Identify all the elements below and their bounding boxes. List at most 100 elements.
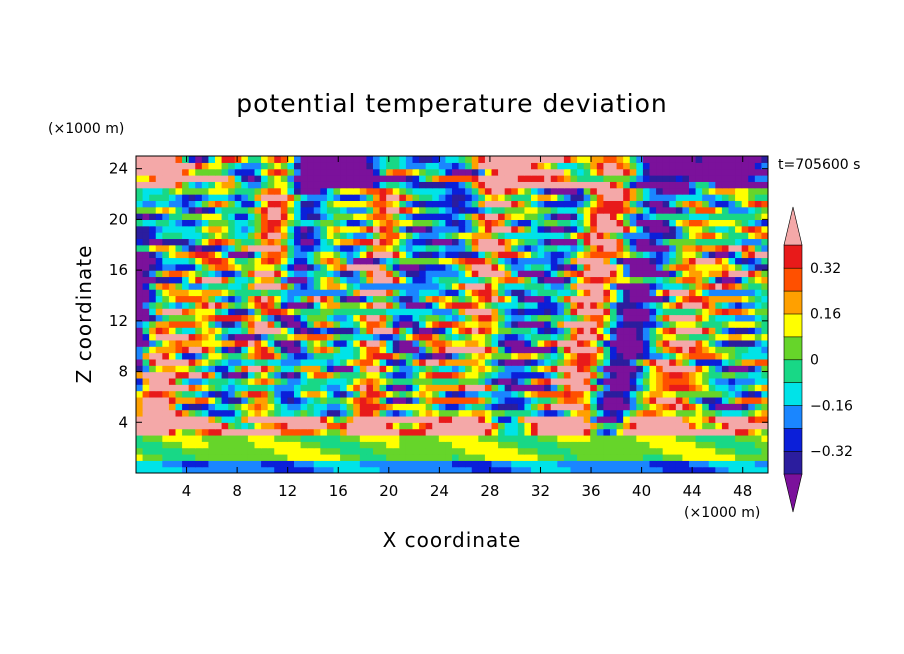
field-cell [511, 441, 519, 449]
field-cell [610, 453, 618, 461]
field-cell [340, 365, 348, 373]
field-cell [320, 270, 328, 278]
field-cell [294, 377, 302, 385]
field-cell [267, 320, 275, 328]
field-cell [221, 225, 229, 233]
field-cell [458, 428, 466, 436]
field-cell [656, 352, 664, 360]
field-cell [557, 225, 565, 233]
field-cell [274, 339, 282, 347]
field-cell [695, 346, 703, 354]
field-cell [524, 358, 532, 366]
field-cell [241, 384, 249, 392]
field-cell [234, 156, 242, 163]
field-cell [504, 453, 512, 461]
field-cell [280, 168, 289, 176]
field-cell [412, 219, 420, 227]
field-cell [373, 466, 381, 473]
field-cell [458, 314, 466, 322]
field-cell [544, 384, 552, 392]
field-cell [320, 365, 328, 373]
field-cell [695, 257, 703, 265]
field-cell [662, 181, 670, 189]
field-cell [478, 194, 486, 201]
field-cell [228, 225, 236, 233]
field-cell [247, 308, 256, 316]
field-cell [419, 352, 427, 360]
field-cell [155, 441, 163, 449]
field-cell [168, 200, 177, 208]
field-cell [155, 460, 163, 468]
field-cell [320, 263, 328, 271]
field-cell [412, 453, 420, 461]
field-cell [247, 200, 256, 208]
field-cell [577, 409, 585, 417]
field-cell [748, 200, 756, 208]
field-cell [274, 162, 282, 170]
field-cell [656, 422, 664, 430]
field-cell [563, 415, 572, 423]
field-cell [438, 358, 447, 366]
field-cell [274, 251, 282, 259]
field-cell [478, 453, 486, 461]
field-cell [155, 282, 163, 290]
field-cell [188, 333, 196, 341]
field-cell [563, 270, 572, 278]
field-cell [498, 434, 506, 442]
field-cell [280, 428, 289, 436]
field-cell [405, 168, 414, 176]
field-cell [313, 263, 321, 271]
field-cell [715, 409, 723, 417]
field-cell [267, 365, 275, 373]
field-cell [478, 333, 486, 341]
field-cell [452, 206, 460, 214]
field-cell [162, 384, 170, 392]
field-cell [386, 168, 394, 176]
field-cell [636, 339, 644, 347]
field-cell [715, 213, 723, 220]
field-cell [478, 200, 486, 208]
field-cell [359, 460, 368, 468]
field-cell [465, 352, 473, 360]
field-cell [511, 422, 519, 430]
field-cell [399, 314, 407, 322]
field-cell [294, 384, 302, 392]
field-cell [610, 403, 618, 411]
field-cell [675, 308, 684, 316]
field-cell [478, 415, 486, 423]
field-cell [708, 453, 716, 461]
field-cell [294, 308, 302, 316]
field-cell [333, 371, 341, 379]
field-cell [537, 346, 545, 354]
field-cell [261, 282, 269, 290]
field-cell [247, 301, 256, 309]
field-cell [590, 460, 598, 468]
field-cell [234, 251, 242, 259]
field-cell [491, 225, 499, 233]
field-cell [168, 415, 177, 423]
field-cell [353, 377, 361, 385]
field-cell [590, 396, 598, 404]
field-cell [175, 206, 183, 214]
field-cell [484, 168, 493, 176]
field-cell [267, 251, 275, 259]
field-cell [662, 168, 670, 176]
field-cell [511, 396, 519, 404]
field-cell [287, 371, 295, 379]
field-cell [399, 352, 407, 360]
field-cell [346, 396, 354, 404]
field-cell [590, 384, 598, 392]
field-cell [623, 371, 631, 379]
field-cell [241, 168, 249, 176]
field-cell [247, 346, 256, 354]
field-cell [438, 384, 447, 392]
field-cell [247, 441, 256, 449]
field-cell [491, 168, 499, 176]
field-cell [313, 371, 321, 379]
field-cell [550, 206, 558, 214]
field-cell [471, 244, 479, 252]
field-cell [320, 206, 328, 214]
field-cell [642, 251, 651, 259]
field-cell [195, 187, 203, 195]
field-cell [445, 453, 453, 461]
